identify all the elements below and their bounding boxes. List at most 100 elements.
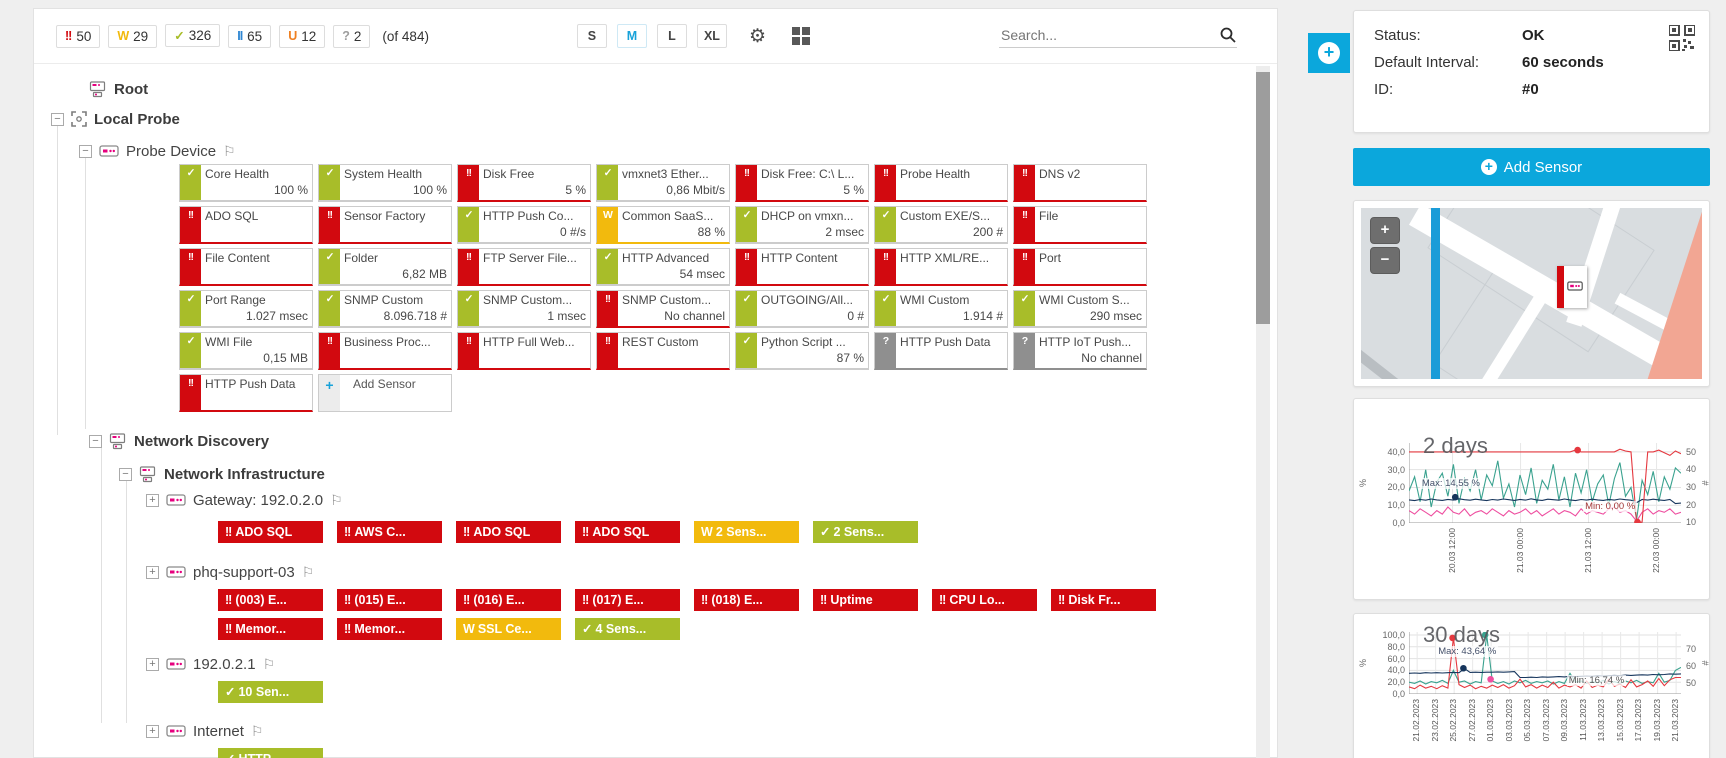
sensor-tile[interactable]: ✓ SNMP Custom 8.096.718 # <box>318 290 452 328</box>
sensor-tile[interactable]: ✓ Python Script ... 87 % <box>735 332 869 370</box>
sensor-tile[interactable]: !! Business Proc... <box>318 332 452 370</box>
search-icon[interactable] <box>1219 26 1237 44</box>
sensor-tile[interactable]: !! DNS v2 <box>1013 164 1147 202</box>
collapse-toggle[interactable]: − <box>51 112 64 126</box>
status-filter-badge[interactable]: ? 2 <box>333 24 371 48</box>
sensor-chip[interactable]: !! (015) E... <box>337 589 442 611</box>
flag-icon[interactable]: ⚐ <box>223 142 236 159</box>
tree-row-network-infrastructure[interactable]: − Network Infrastructure <box>119 464 325 484</box>
status-filter-badge[interactable]: W 29 <box>108 24 158 48</box>
sensor-tile[interactable]: ✓ WMI Custom S... 290 msec <box>1013 290 1147 328</box>
add-object-button[interactable]: + <box>1308 33 1350 73</box>
sensor-tile[interactable]: !! SNMP Custom... No channel <box>596 290 730 328</box>
sensor-chip[interactable]: !! ADO SQL <box>575 521 680 543</box>
sensor-tile[interactable]: ✓ vmxnet3 Ether... 0,86 Mbit/s <box>596 164 730 202</box>
sensor-chip[interactable]: !! Memor... <box>337 618 442 640</box>
tree-row-probe-device[interactable]: − Probe Device ⚐ <box>79 141 236 161</box>
tree-row-internet[interactable]: + Internet ⚐ <box>146 721 263 741</box>
add-sensor-tile[interactable]: + Add Sensor <box>318 374 452 412</box>
sensor-chip[interactable]: !! CPU Lo... <box>932 589 1037 611</box>
expand-toggle[interactable]: + <box>146 565 159 579</box>
flag-icon[interactable]: ⚐ <box>250 722 264 739</box>
sensor-chip[interactable]: !! (016) E... <box>456 589 561 611</box>
sensor-tile[interactable]: !! HTTP XML/RE... <box>874 248 1008 286</box>
flag-icon[interactable]: ⚐ <box>330 491 343 508</box>
sensor-tile[interactable]: ✓ Custom EXE/S... 200 # <box>874 206 1008 244</box>
expand-toggle[interactable]: + <box>146 724 159 738</box>
sensor-chip[interactable]: !! ADO SQL <box>456 521 561 543</box>
sensor-tile[interactable]: !! ADO SQL <box>179 206 313 244</box>
map-zoom-out-button[interactable]: − <box>1370 247 1400 274</box>
sensor-chip[interactable]: ✓HTTP... <box>218 748 323 758</box>
sensor-chip[interactable]: !! (017) E... <box>575 589 680 611</box>
tile-view-icon[interactable] <box>792 27 810 45</box>
sensor-chip[interactable]: ✓ 2 Sens... <box>813 521 918 543</box>
sensor-chip[interactable]: ✓ 10 Sen... <box>218 681 323 703</box>
settings-gear-icon[interactable]: ⚙ <box>748 25 766 47</box>
device-map-marker[interactable] <box>1557 266 1587 308</box>
expand-toggle[interactable]: + <box>146 493 159 507</box>
sensor-tile[interactable]: !! REST Custom <box>596 332 730 370</box>
sensor-tile[interactable]: ✓ Folder 6,82 MB <box>318 248 452 286</box>
sensor-chip[interactable]: !! Disk Fr... <box>1051 589 1156 611</box>
sensor-tile[interactable]: ✓ HTTP Push Co... 0 #/s <box>457 206 591 244</box>
sensor-tile[interactable]: !! Probe Health <box>874 164 1008 202</box>
sensor-tile[interactable]: W Common SaaS... 88 % <box>596 206 730 244</box>
status-filter-badge[interactable]: !! 50 <box>56 24 101 48</box>
status-filter-badge[interactable]: U 12 <box>279 24 326 48</box>
status-filter-badge[interactable]: ✓ 326 <box>165 24 221 48</box>
search-input[interactable] <box>999 23 1219 47</box>
collapse-toggle[interactable]: − <box>89 434 102 448</box>
tree-row-root[interactable]: Root <box>89 79 148 99</box>
collapse-toggle[interactable]: − <box>119 467 132 481</box>
tree-row-192-0-2-1[interactable]: + 192.0.2.1 ⚐ <box>146 654 275 674</box>
tree-row-network-discovery[interactable]: − Network Discovery <box>89 431 269 451</box>
sensor-chip[interactable]: !! (018) E... <box>694 589 799 611</box>
flag-icon[interactable]: ⚐ <box>262 655 276 672</box>
sensor-tile[interactable]: ✓ System Health 100 % <box>318 164 452 202</box>
collapse-toggle[interactable]: − <box>79 144 92 158</box>
qr-code-icon[interactable] <box>1669 25 1695 51</box>
sensor-tile[interactable]: !! HTTP Full Web... <box>457 332 591 370</box>
scrollbar-thumb[interactable] <box>1256 72 1270 324</box>
map-zoom-in-button[interactable]: + <box>1370 217 1400 244</box>
sensor-tile[interactable]: ? HTTP IoT Push... No channel <box>1013 332 1147 370</box>
sensor-tile[interactable]: !! File Content <box>179 248 313 286</box>
sensor-tile[interactable]: ✓ DHCP on vmxn... 2 msec <box>735 206 869 244</box>
sensor-tile[interactable]: ✓ HTTP Advanced 54 msec <box>596 248 730 286</box>
sensor-chip[interactable]: !! (003) E... <box>218 589 323 611</box>
sensor-tile[interactable]: ✓ WMI File 0,15 MB <box>179 332 313 370</box>
size-button-l[interactable]: L <box>656 24 687 48</box>
sensor-tile[interactable]: ✓ OUTGOING/All... 0 # <box>735 290 869 328</box>
sensor-chip[interactable]: ✓ 4 Sens... <box>575 618 680 640</box>
flag-icon[interactable]: ⚐ <box>301 563 315 580</box>
sensor-tile[interactable]: ✓ Port Range 1.027 msec <box>179 290 313 328</box>
sensor-tile[interactable]: ? HTTP Push Data <box>874 332 1008 370</box>
tree-row-phq-support-03[interactable]: + phq-support-03 ⚐ <box>146 562 314 582</box>
sensor-tile[interactable]: ✓ SNMP Custom... 1 msec <box>457 290 591 328</box>
expand-toggle[interactable]: + <box>146 657 159 671</box>
geo-map[interactable]: + − <box>1361 208 1702 379</box>
tree-row-gateway[interactable]: + Gateway: 192.0.2.0 ⚐ <box>146 490 343 510</box>
sensor-tile[interactable]: !! Sensor Factory <box>318 206 452 244</box>
sensor-tile[interactable]: !! HTTP Content <box>735 248 869 286</box>
sensor-tile[interactable]: !! File <box>1013 206 1147 244</box>
graph-2-days-card[interactable]: 40,0 30,0 20,0 10,0 0,0 50 40 30 20 10 20.03 12:00… <box>1353 398 1711 600</box>
sensor-chip[interactable]: !! Memor... <box>218 618 323 640</box>
sensor-tile[interactable]: !! HTTP Push Data <box>179 374 313 412</box>
sensor-chip[interactable]: !! ADO SQL <box>218 521 323 543</box>
sensor-tile[interactable]: !! Port <box>1013 248 1147 286</box>
sensor-chip[interactable]: !! Uptime <box>813 589 918 611</box>
size-button-s[interactable]: S <box>576 24 607 48</box>
sensor-chip[interactable]: W SSL Ce... <box>456 618 561 640</box>
tree-row-local-probe[interactable]: − Local Probe <box>51 109 180 129</box>
status-filter-badge[interactable]: II 65 <box>228 24 272 48</box>
graph-30-days-card[interactable]: 100,0 80,0 60,0 40,0 20,0 0,0 70 60 50 21.02.2023… <box>1353 613 1711 758</box>
size-button-m[interactable]: M <box>616 24 647 48</box>
sensor-tile[interactable]: !! Disk Free: C:\ L... 5 % <box>735 164 869 202</box>
sensor-tile[interactable]: ✓ WMI Custom 1.914 # <box>874 290 1008 328</box>
sensor-tile[interactable]: !! FTP Server File... <box>457 248 591 286</box>
sensor-tile[interactable]: ✓ Core Health 100 % <box>179 164 313 202</box>
add-sensor-button[interactable]: + Add Sensor <box>1353 148 1710 186</box>
